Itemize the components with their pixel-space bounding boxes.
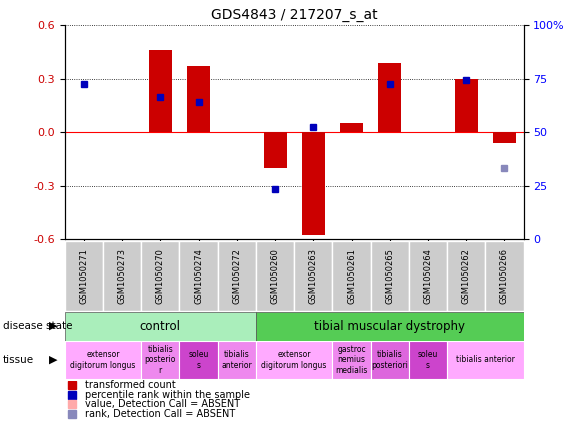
Bar (149, 50, 172, 132)
Bar (180, 241, 218, 311)
Text: ▶: ▶ (49, 321, 58, 331)
Text: tibial muscular dystrophy: tibial muscular dystrophy (314, 320, 465, 332)
Bar (455, 79, 477, 132)
Text: GSM1050266: GSM1050266 (500, 248, 509, 304)
Bar (370, 241, 409, 311)
Bar (447, 341, 524, 379)
Title: GDS4843 / 217207_s_at: GDS4843 / 217207_s_at (211, 8, 377, 22)
Text: GSM1050270: GSM1050270 (156, 248, 165, 304)
Bar (493, 132, 516, 143)
Bar (263, 132, 287, 168)
Bar (332, 241, 370, 311)
Text: rank, Detection Call = ABSENT: rank, Detection Call = ABSENT (86, 409, 236, 419)
Text: control: control (140, 320, 181, 332)
Bar (180, 341, 218, 379)
Text: GSM1050274: GSM1050274 (194, 248, 203, 304)
Text: disease state: disease state (3, 321, 72, 331)
Text: percentile rank within the sample: percentile rank within the sample (86, 390, 251, 400)
Text: GSM1050264: GSM1050264 (423, 248, 432, 304)
Bar (218, 241, 256, 311)
Bar (409, 241, 447, 311)
Text: GSM1050261: GSM1050261 (347, 248, 356, 304)
Text: GSM1050271: GSM1050271 (79, 248, 88, 304)
Bar (447, 241, 485, 311)
Bar (256, 341, 332, 379)
Text: tissue: tissue (3, 355, 34, 365)
Text: soleu
s: soleu s (418, 350, 438, 370)
Text: extensor
digitorum longus: extensor digitorum longus (261, 350, 327, 370)
Bar (65, 241, 103, 311)
Text: soleu
s: soleu s (189, 350, 209, 370)
Text: GSM1050272: GSM1050272 (233, 248, 242, 304)
Text: value, Detection Call = ABSENT: value, Detection Call = ABSENT (86, 399, 240, 409)
Text: GSM1050260: GSM1050260 (271, 248, 280, 304)
Text: transformed count: transformed count (86, 380, 176, 390)
Bar (340, 123, 363, 132)
Text: gastroc
nemius
medialis: gastroc nemius medialis (336, 345, 368, 375)
Bar (65, 341, 141, 379)
Bar (141, 341, 180, 379)
Text: GSM1050265: GSM1050265 (385, 248, 394, 304)
Bar (141, 241, 180, 311)
Bar (103, 241, 141, 311)
Text: GSM1050262: GSM1050262 (462, 248, 471, 304)
Bar (485, 241, 524, 311)
Text: tibialis
anterior: tibialis anterior (221, 350, 252, 370)
Text: ▶: ▶ (49, 355, 58, 365)
Bar (294, 241, 332, 311)
Bar (409, 341, 447, 379)
Text: tibialis anterior: tibialis anterior (456, 355, 515, 365)
Bar (370, 341, 409, 379)
Bar (65, 312, 256, 341)
Bar (256, 241, 294, 311)
Bar (256, 312, 524, 341)
Text: tibialis
posterio
r: tibialis posterio r (145, 345, 176, 375)
Bar (378, 63, 401, 132)
Bar (187, 66, 210, 132)
Text: tibialis
posteriori: tibialis posteriori (372, 350, 408, 370)
Bar (302, 132, 325, 236)
Bar (332, 341, 370, 379)
Bar (218, 341, 256, 379)
Text: GSM1050273: GSM1050273 (118, 248, 127, 304)
Text: extensor
digitorum longus: extensor digitorum longus (70, 350, 136, 370)
Text: GSM1050263: GSM1050263 (309, 248, 318, 304)
